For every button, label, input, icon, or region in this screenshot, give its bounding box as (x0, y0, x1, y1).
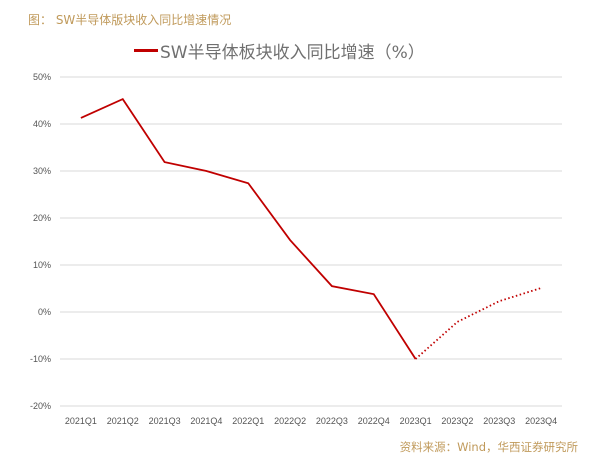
y-tick-label: 10% (33, 260, 51, 270)
x-tick-label: 2021Q4 (190, 416, 222, 426)
x-tick-label: 2022Q4 (358, 416, 390, 426)
y-tick-label: 30% (33, 166, 51, 176)
y-tick-label: 20% (33, 213, 51, 223)
series-line-actual (80, 97, 417, 360)
figure-title: 图： SW半导体版块收入同比增速情况 (28, 13, 232, 27)
x-tick-label: 2021Q2 (107, 416, 139, 426)
x-tick-label: 2023Q1 (400, 416, 432, 426)
x-tick-label: 2021Q3 (149, 416, 181, 426)
legend-label: SW半导体板块收入同比增速（%） (160, 43, 425, 63)
x-tick-label: 2022Q2 (274, 416, 306, 426)
y-tick-label: -20% (30, 401, 51, 411)
x-tick-label: 2022Q1 (232, 416, 264, 426)
y-tick-label: 50% (33, 72, 51, 82)
x-tick-label: 2023Q2 (441, 416, 473, 426)
series-line-forecast (414, 287, 542, 360)
legend-swatch (134, 49, 158, 52)
x-tick-label: 2022Q3 (316, 416, 348, 426)
x-tick-label: 2023Q3 (483, 416, 515, 426)
y-tick-label: 40% (33, 119, 51, 129)
y-tick-label: -10% (30, 354, 51, 364)
x-tick-label: 2023Q4 (525, 416, 557, 426)
legend: SW半导体板块收入同比增速（%） (134, 38, 425, 63)
source-note: 资料来源：Wind，华西证券研究所 (399, 440, 578, 454)
x-tick-label: 2021Q1 (65, 416, 97, 426)
y-tick-label: 0% (38, 307, 51, 317)
